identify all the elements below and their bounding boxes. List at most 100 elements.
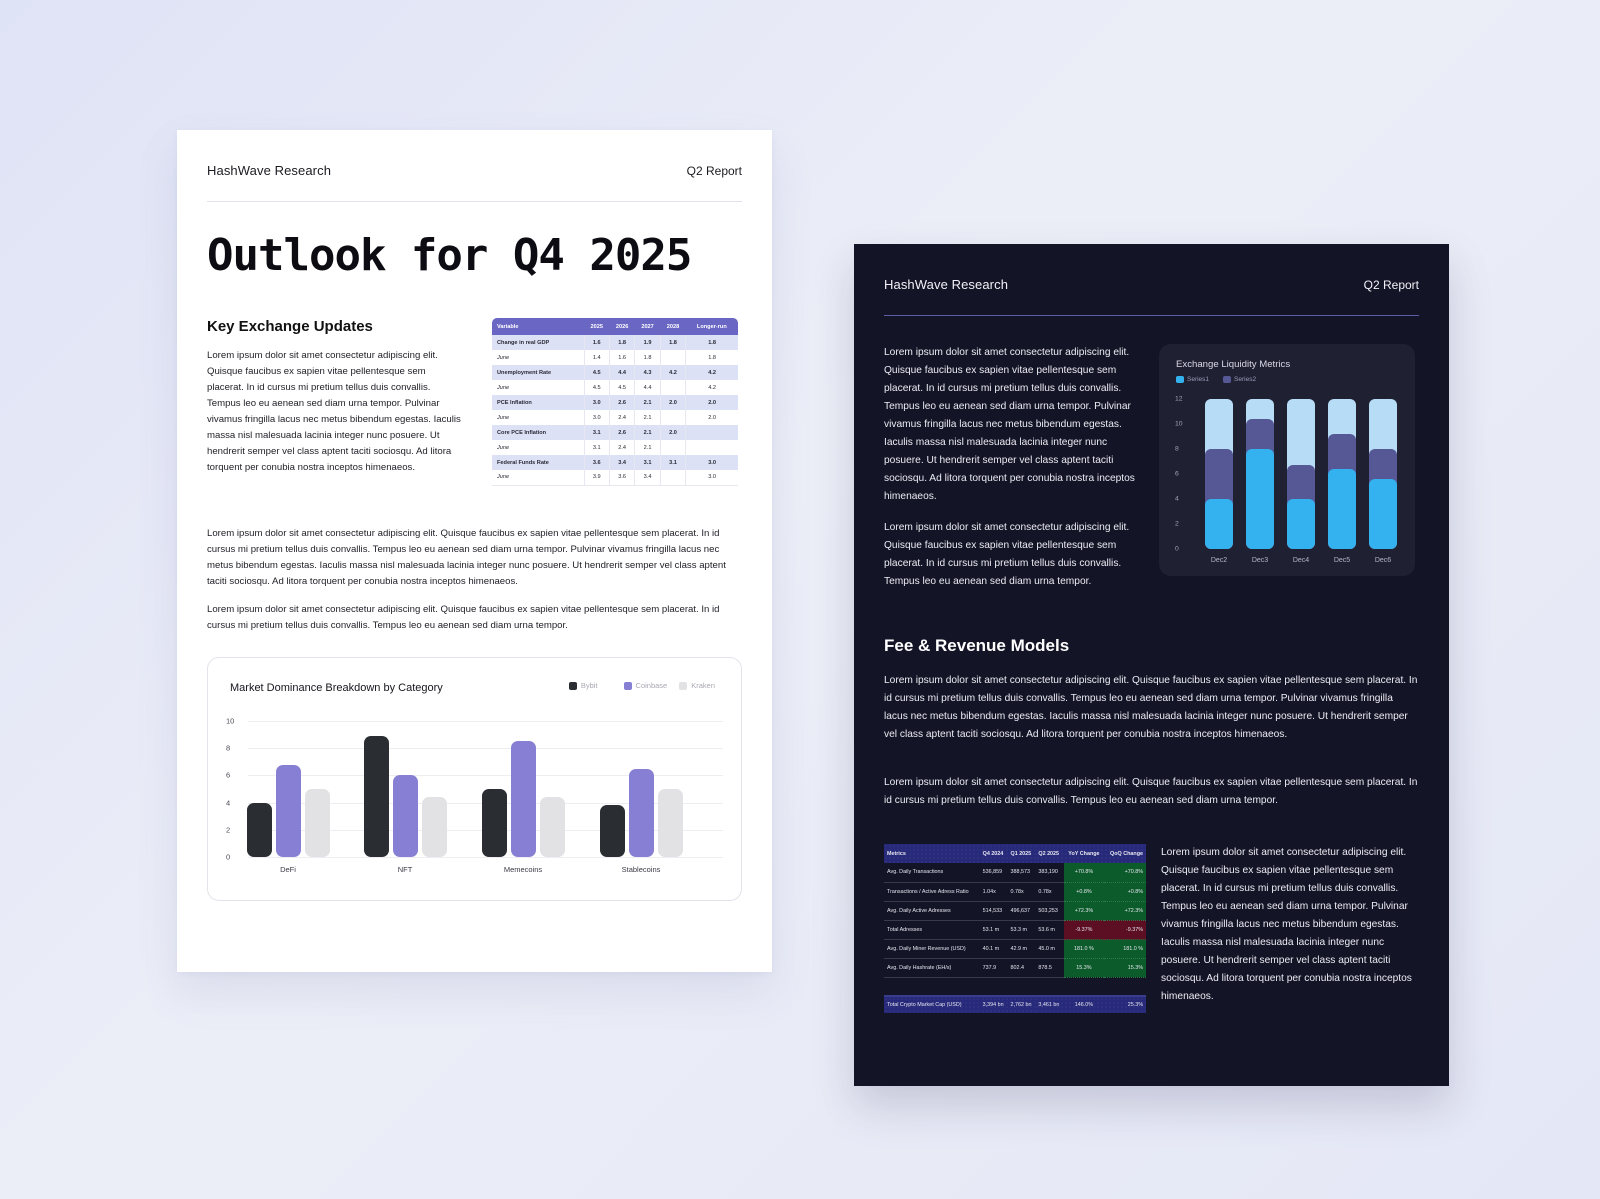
page-title: Outlook for Q4 2025 <box>207 230 692 281</box>
table-cell: 3.6 <box>609 470 636 486</box>
table-cell: 4.5 <box>609 380 636 395</box>
grid-line <box>248 775 723 777</box>
y-axis-tick: 10 <box>226 716 235 726</box>
x-axis-label: Memecoins <box>503 865 543 874</box>
network-metrics-table: Metrics Q4 2024 Q1 2025 Q2 2025 YoY Change Qo… <box>884 844 1146 1013</box>
column-header: Q4 2024 <box>980 844 1009 863</box>
change-cell: 181.0 % <box>1103 939 1146 959</box>
y-axis-tick: 6 <box>226 770 231 780</box>
table-cell: 1.8 <box>685 350 738 365</box>
table-cell: June <box>492 470 585 486</box>
table-row: PCE Inflation 3.0 2.6 2.1 2.0 2.0 <box>492 395 738 410</box>
bar-bybit <box>247 802 272 857</box>
table-cell: Federal Funds Rate <box>492 455 585 470</box>
table-row: Transactions / Active Adress Ratio 1.04x 0… <box>884 882 1146 902</box>
column-header: QoQ Change <box>1103 844 1146 863</box>
table-cell: 53.3 m <box>1008 920 1037 940</box>
total-cell: 25.3% <box>1103 995 1146 1013</box>
chart-legend: Bybit Coinbase Kraken <box>568 681 715 690</box>
table-cell: 2.4 <box>609 410 636 425</box>
x-axis-label: Dec6 <box>1374 557 1392 564</box>
change-cell: +0.8% <box>1103 882 1146 902</box>
table-cell: 3.4 <box>609 455 636 470</box>
table-cell <box>660 350 687 365</box>
change-cell: 15.3% <box>1103 958 1146 978</box>
change-cell: -9.37% <box>1103 920 1146 940</box>
legend-item: Bybit <box>568 681 598 690</box>
column-header: 2027 <box>634 318 661 335</box>
bar-segment-series1 <box>1328 469 1356 549</box>
table-cell: 0.78x <box>1036 882 1065 902</box>
table-cell: 3.1 <box>584 440 610 455</box>
y-axis-tick: 10 <box>1175 420 1183 428</box>
chart-plot-area: 0 2 4 6 8 10 12 Dec2 Dec3 Dec4 Dec5 Dec6 <box>1175 396 1401 564</box>
table-row: June 3.1 2.4 2.1 <box>492 440 738 455</box>
table-row: June 3.9 3.6 3.4 3.0 <box>492 470 738 486</box>
table-cell: 2.0 <box>685 410 738 425</box>
table-cell: 3.1 <box>584 425 610 440</box>
chart-title: Market Dominance Breakdown by Category <box>230 682 443 694</box>
bar-group <box>600 768 683 857</box>
report-label: Q2 Report <box>686 164 742 178</box>
table-cell: 3.4 <box>634 470 661 486</box>
total-cell: 2,762 bn <box>1008 995 1037 1013</box>
body-paragraph: Lorem ipsum dolor sit amet consectetur a… <box>884 347 1135 502</box>
legend-label: Series2 <box>1234 376 1257 383</box>
legend-label: Kraken <box>691 681 715 690</box>
section-heading: Key Exchange Updates <box>207 318 373 335</box>
chart-plot-area: 0 2 4 6 8 10 DeFi NFT Memecoins Stablecoins <box>226 717 723 874</box>
table-cell: 1.8 <box>685 335 738 350</box>
table-cell: 536,859 <box>980 863 1009 883</box>
table-cell: 4.4 <box>634 380 661 395</box>
column-header: Metrics <box>884 844 981 863</box>
table-cell: 3.0 <box>685 455 738 470</box>
table-cell: 4.5 <box>584 380 610 395</box>
legend-label: Bybit <box>580 681 598 690</box>
table-cell: PCE Inflation <box>492 395 585 410</box>
table-cell: 3.0 <box>584 395 610 410</box>
table-cell: Unemployment Rate <box>492 365 585 380</box>
table-cell: 2.1 <box>634 395 661 410</box>
grid-line <box>248 721 723 722</box>
y-axis-tick: 2 <box>226 825 231 835</box>
bar-bybit <box>600 805 625 857</box>
table-cell <box>660 410 687 425</box>
table-cell: 4.2 <box>685 380 738 395</box>
report-page-dark: HashWave Research Q2 Report Lorem ipsum … <box>854 244 1449 1086</box>
change-cell: +70.8% <box>1103 863 1146 883</box>
table-cell <box>685 425 738 440</box>
bar-kraken <box>658 789 683 857</box>
column-header: YoY Change <box>1064 844 1104 863</box>
table-cell: 2.0 <box>660 395 687 410</box>
bar-coinbase <box>629 768 654 857</box>
table-cell: 2.4 <box>609 440 636 455</box>
table-cell: 2.6 <box>609 425 636 440</box>
column-header: 2026 <box>609 318 635 335</box>
column-header: Q2 2025 <box>1036 844 1065 863</box>
body-paragraph: Lorem ipsum dolor sit amet consectetur a… <box>884 522 1130 587</box>
y-axis-tick: 4 <box>226 798 231 808</box>
y-axis-tick: 2 <box>1175 520 1179 528</box>
bar-segment-series1 <box>1369 479 1397 549</box>
bar-group <box>247 764 330 857</box>
table-cell: Avg. Daily Hashrate (EH/s) <box>884 958 981 978</box>
table-cell: 496,637 <box>1008 901 1037 921</box>
table-cell: 388,573 <box>1008 863 1037 883</box>
change-cell: +70.8% <box>1064 863 1104 883</box>
column-header: Q1 2025 <box>1008 844 1037 863</box>
table-cell: 383,190 <box>1036 863 1065 883</box>
table-cell: 3.0 <box>584 410 610 425</box>
table-row: June 4.5 4.5 4.4 4.2 <box>492 380 738 395</box>
legend-item: Series2 <box>1223 376 1256 383</box>
change-cell: 15.3% <box>1064 958 1104 978</box>
y-axis-tick: 0 <box>1175 545 1179 553</box>
table-cell: 514,533 <box>980 901 1009 921</box>
table-cell: 3.1 <box>634 455 661 470</box>
table-cell: 3.0 <box>685 470 738 486</box>
table-cell: June <box>492 440 585 455</box>
table-cell: 2.6 <box>609 395 636 410</box>
column-header: 2025 <box>584 318 610 335</box>
y-axis-tick: 0 <box>226 852 231 862</box>
table-spacer <box>884 977 1146 996</box>
table-cell: 878.5 <box>1036 958 1065 978</box>
